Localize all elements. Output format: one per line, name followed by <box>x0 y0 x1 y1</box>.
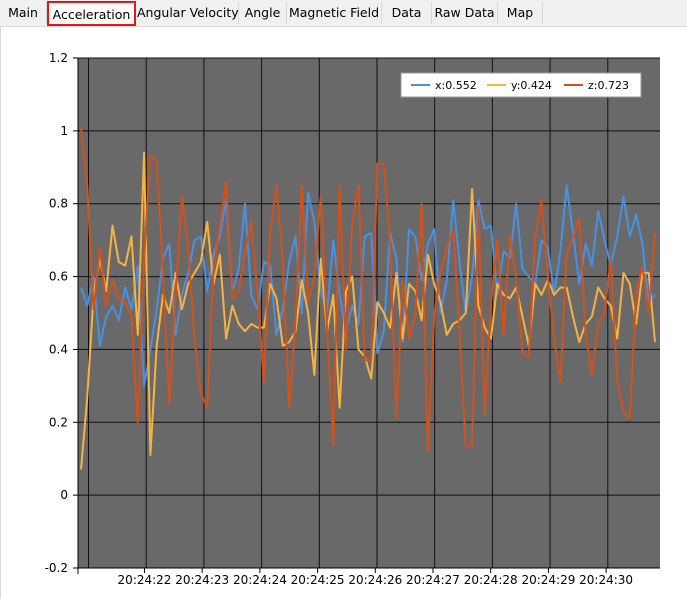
tab-magnetic-field[interactable]: Magnetic Field <box>287 2 382 24</box>
tab-raw-data[interactable]: Raw Data <box>432 2 498 24</box>
acceleration-chart[interactable]: -0.2 0 0.2 0.4 0.6 0.8 1 1.2 20:24:22 20:24:23 20:… <box>1 27 687 599</box>
legend-label-x: x:0.552 <box>435 79 477 92</box>
chart-panel: -0.2 0 0.2 0.4 0.6 0.8 1 1.2 20:24:22 20:24:23 20:… <box>0 27 687 599</box>
x-tick-label: 20:24:22 <box>118 573 172 587</box>
x-tick-label: 20:24:24 <box>233 573 287 587</box>
y-tick-label: 1.2 <box>49 51 68 65</box>
y-tick-label: 0.8 <box>49 197 68 211</box>
legend-box <box>400 72 642 98</box>
tab-map[interactable]: Map <box>498 2 543 24</box>
x-tick-label: 20:24:30 <box>579 573 633 587</box>
tab-angle[interactable]: Angle <box>239 2 287 24</box>
series-lines <box>80 127 656 470</box>
legend-label-y: y:0.424 <box>511 79 552 92</box>
y-tick-label: -0.2 <box>45 561 68 575</box>
tab-angular-velocity[interactable]: Angular Velocity <box>137 2 239 24</box>
legend: x:0.552 y:0.424 z:0.723 <box>400 72 642 98</box>
y-tick-label: 0.2 <box>49 415 68 429</box>
x-tick-label: 20:24:29 <box>521 573 575 587</box>
x-tick-label: 20:24:23 <box>175 573 229 587</box>
series-line-x <box>80 184 656 387</box>
y-tick-label: 1 <box>60 124 68 138</box>
x-tick-label: 20:24:25 <box>291 573 345 587</box>
tab-bar: Main Acceleration Angular Velocity Angle… <box>0 0 687 27</box>
y-tick-label: 0.6 <box>49 270 68 284</box>
tab-acceleration[interactable]: Acceleration <box>47 1 136 26</box>
y-tick-label: 0.4 <box>49 342 68 356</box>
tab-main[interactable]: Main <box>0 2 47 24</box>
tab-data[interactable]: Data <box>382 2 432 24</box>
series-line-z <box>80 127 656 453</box>
legend-label-z: z:0.723 <box>588 79 629 92</box>
axes: -0.2 0 0.2 0.4 0.6 0.8 1 1.2 20:24:22 20:24:23 20:… <box>45 51 660 587</box>
x-tick-label: 20:24:27 <box>406 573 460 587</box>
x-tick-label: 20:24:28 <box>464 573 518 587</box>
y-tick-label: 0 <box>60 488 68 502</box>
x-tick-label: 20:24:26 <box>348 573 402 587</box>
